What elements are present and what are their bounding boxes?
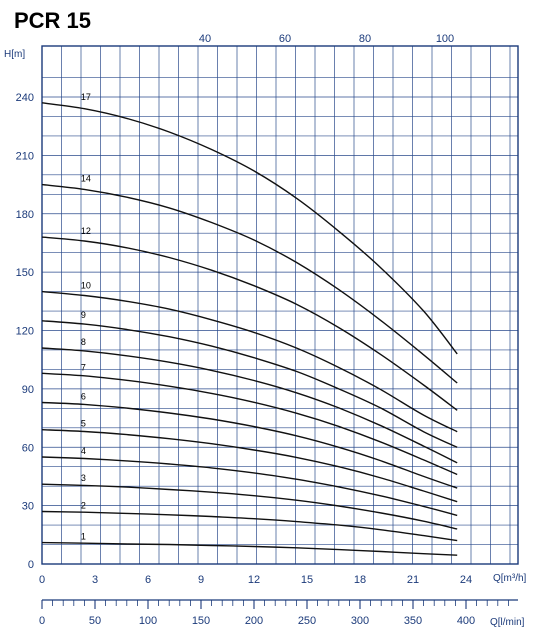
top-tick-label: 100	[436, 33, 454, 45]
lmin-axis: 0 50 100 150 200 250 300 350 400	[39, 599, 518, 627]
y-tick-label: 0	[28, 559, 34, 571]
x-tick-label: 18	[354, 574, 366, 586]
curve-label-9: 9	[81, 310, 86, 320]
x-tick-label: 6	[145, 574, 151, 586]
curve-label-17: 17	[81, 92, 91, 102]
curve-label-12: 12	[81, 226, 91, 236]
curve-label-2: 2	[81, 500, 86, 510]
curve-4	[41, 456, 458, 517]
x-tick-label: 21	[407, 574, 419, 586]
y-tick-label: 180	[16, 209, 34, 221]
x-tick-label: 24	[460, 574, 472, 586]
y-tick-label: 240	[16, 92, 34, 104]
curve-12	[41, 236, 458, 411]
x2-tick-label: 250	[298, 615, 316, 627]
curve-3	[41, 483, 458, 530]
x2-tick-label: 350	[404, 615, 422, 627]
curve-1	[41, 541, 458, 556]
curve-17	[41, 102, 458, 355]
y-tick-label: 150	[16, 267, 34, 279]
x-tick-labels: 0 3 6 9 12 15 18 21 24	[39, 574, 472, 586]
curve-label-6: 6	[81, 391, 86, 401]
curve-label-8: 8	[81, 337, 86, 347]
curve-label-5: 5	[81, 419, 86, 429]
curve-10	[41, 290, 458, 433]
x2-tick-label: 200	[245, 615, 263, 627]
x-axis-label: Q[m³/h]	[493, 573, 527, 584]
y-tick-label: 30	[22, 501, 34, 513]
y-tick-label: 120	[16, 326, 34, 338]
curve-8	[41, 347, 458, 464]
x2-tick-label: 400	[457, 615, 475, 627]
curve-9	[41, 320, 458, 448]
curve-7	[41, 372, 458, 476]
curve-6	[41, 401, 458, 489]
top-tick-label: 60	[279, 33, 291, 45]
x2-tick-label: 150	[192, 615, 210, 627]
curve-label-10: 10	[81, 281, 91, 291]
top-tick-label: 80	[359, 33, 371, 45]
curve-14	[41, 183, 458, 384]
y-tick-labels: 0 30 60 90 120 150 180 210 240	[16, 92, 34, 571]
x2-axis-label: Q[l/min]	[490, 617, 525, 628]
x-tick-label: 15	[301, 574, 313, 586]
x-tick-label: 12	[248, 574, 260, 586]
y-tick-label: 60	[22, 442, 34, 454]
y-tick-label: 90	[22, 384, 34, 396]
x-tick-label: 3	[92, 574, 98, 586]
y-tick-label: 210	[16, 150, 34, 162]
x-tick-label: 9	[198, 574, 204, 586]
y-axis-label: H[m]	[4, 49, 25, 60]
top-tick-labels: 40 60 80 100	[199, 33, 454, 45]
top-tick-label: 40	[199, 33, 211, 45]
curve-label-7: 7	[81, 362, 86, 372]
curves	[41, 102, 458, 556]
curve-label-4: 4	[81, 446, 86, 456]
chart-title: PCR 15	[14, 8, 92, 33]
plot-border	[41, 45, 519, 565]
curve-2	[41, 510, 458, 542]
curve-label-1: 1	[81, 532, 86, 542]
curve-label-3: 3	[81, 473, 86, 483]
x2-tick-label: 0	[39, 615, 45, 627]
curve-label-14: 14	[81, 174, 91, 184]
x2-tick-label: 50	[89, 615, 101, 627]
x2-tick-label: 100	[139, 615, 157, 627]
curve-5	[41, 429, 458, 503]
x-tick-label: 0	[39, 574, 45, 586]
x2-tick-label: 300	[351, 615, 369, 627]
